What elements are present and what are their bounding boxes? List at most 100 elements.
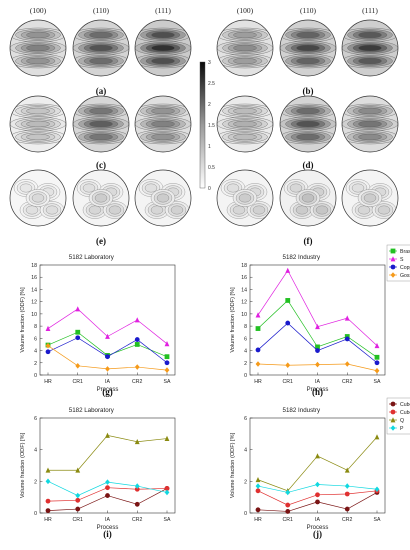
series-line bbox=[257, 269, 378, 346]
data-point bbox=[315, 481, 320, 488]
data-point bbox=[164, 360, 170, 366]
pole-figure bbox=[134, 19, 192, 77]
legend-box bbox=[386, 397, 410, 435]
chart-title: 5182 Laboratory bbox=[69, 407, 115, 414]
data-point bbox=[134, 337, 140, 342]
y-axis-label: Volume fraction (ODF) [%] bbox=[20, 432, 26, 498]
panel-label: (a) bbox=[96, 86, 107, 96]
data-point bbox=[134, 317, 140, 323]
y-tick-label: 4 bbox=[34, 349, 37, 355]
panel-label: (e) bbox=[96, 236, 106, 246]
data-point bbox=[315, 344, 320, 350]
data-point bbox=[105, 485, 110, 491]
legend-label: Q bbox=[400, 418, 404, 424]
legend-swatch-marker bbox=[390, 264, 396, 270]
pole-figure-rim bbox=[279, 95, 337, 153]
data-point bbox=[285, 502, 291, 508]
pole-figure bbox=[72, 19, 130, 77]
data-point bbox=[315, 348, 320, 353]
y-tick-label: 12 bbox=[31, 300, 37, 306]
legend-label: Copper bbox=[400, 265, 410, 271]
panel-label: (h) bbox=[312, 387, 323, 397]
data-point bbox=[344, 506, 350, 512]
y-tick-label: 8 bbox=[244, 324, 247, 330]
y-tick-label: 14 bbox=[241, 287, 247, 293]
data-point bbox=[255, 312, 261, 318]
plot-frame bbox=[249, 417, 386, 514]
x-tick-label: IA bbox=[105, 517, 110, 523]
data-point bbox=[105, 333, 110, 339]
data-point bbox=[315, 453, 320, 459]
plane-label: (110) bbox=[93, 6, 109, 15]
pole-figure-rim bbox=[9, 19, 67, 77]
pole-figure bbox=[216, 95, 274, 153]
x-tick-label: CR2 bbox=[342, 379, 352, 385]
data-point bbox=[255, 507, 261, 513]
data-point bbox=[255, 347, 261, 353]
colorbar-tick: 3 bbox=[208, 60, 211, 66]
y-tick-label: 16 bbox=[241, 275, 247, 281]
pole-figure bbox=[279, 95, 337, 153]
data-point bbox=[344, 315, 350, 321]
data-point bbox=[164, 341, 170, 347]
pole-figure-rim bbox=[216, 95, 274, 153]
chart-title: 5182 Laboratory bbox=[69, 254, 115, 261]
y-tick-label: 4 bbox=[244, 448, 247, 454]
pole-figure-rim bbox=[134, 19, 192, 77]
panel-label: (j) bbox=[313, 529, 322, 539]
y-tick-label: 10 bbox=[241, 312, 247, 318]
x-tick-label: SA bbox=[374, 517, 381, 523]
legend-box bbox=[386, 244, 410, 282]
pole-figure-rim bbox=[341, 169, 399, 227]
legend-swatch-marker bbox=[390, 401, 396, 407]
legend-swatch-marker bbox=[390, 248, 396, 254]
y-tick-label: 16 bbox=[31, 275, 37, 281]
data-point bbox=[285, 362, 291, 369]
colorbar-tick: 2 bbox=[208, 102, 211, 108]
data-point bbox=[45, 325, 51, 331]
legend-label: Brass bbox=[400, 249, 410, 255]
pole-figure-rim bbox=[134, 169, 192, 227]
x-tick-label: CR1 bbox=[73, 517, 83, 523]
y-tick-label: 4 bbox=[244, 349, 247, 355]
chart-title: 5182 Industry bbox=[283, 407, 321, 414]
plane-label: (110) bbox=[300, 6, 316, 15]
data-point bbox=[315, 492, 320, 498]
data-point bbox=[374, 434, 380, 440]
colorbar-tick: 0.5 bbox=[208, 165, 215, 171]
data-point bbox=[75, 492, 81, 499]
data-point bbox=[134, 364, 140, 370]
data-point bbox=[285, 298, 291, 303]
data-point bbox=[45, 342, 51, 349]
pole-figure bbox=[279, 169, 337, 227]
pole-figure-rim bbox=[279, 169, 337, 227]
data-point bbox=[75, 497, 81, 503]
data-point bbox=[164, 367, 170, 373]
data-point bbox=[134, 486, 140, 492]
y-tick-label: 8 bbox=[34, 324, 37, 330]
data-point bbox=[134, 438, 140, 445]
colorbar-tick: 1.5 bbox=[208, 123, 215, 129]
legend-swatch-marker bbox=[390, 425, 396, 431]
pole-figure bbox=[134, 95, 192, 153]
pole-figure-rim bbox=[9, 169, 67, 227]
x-axis-label: Process bbox=[307, 387, 329, 393]
x-tick-label: CR1 bbox=[283, 379, 293, 385]
data-point bbox=[105, 366, 110, 372]
data-point bbox=[45, 508, 51, 514]
y-tick-label: 4 bbox=[34, 448, 37, 454]
x-axis-label: Process bbox=[97, 387, 119, 393]
data-point bbox=[45, 349, 51, 355]
colorbar: 0 0.5 1 1.5 2 2.5 3 bbox=[199, 60, 215, 192]
line-chart: 5182 Laboratory 0 2 4 6 HR CR1 IA CR2 SA Process Vo… bbox=[20, 407, 176, 539]
data-point bbox=[344, 483, 350, 489]
y-tick-label: 18 bbox=[31, 263, 37, 269]
data-point bbox=[75, 467, 81, 473]
y-axis-label: Volume fraction (ODF) [%] bbox=[20, 287, 26, 353]
line-chart: 5182 Industry 0 2 4 6 8 10 12 14 16 18 HR CR1 IA CR2 SA… bbox=[230, 244, 410, 397]
data-point bbox=[315, 361, 320, 368]
data-point bbox=[105, 479, 110, 485]
data-point bbox=[164, 354, 170, 360]
data-point bbox=[164, 489, 170, 496]
